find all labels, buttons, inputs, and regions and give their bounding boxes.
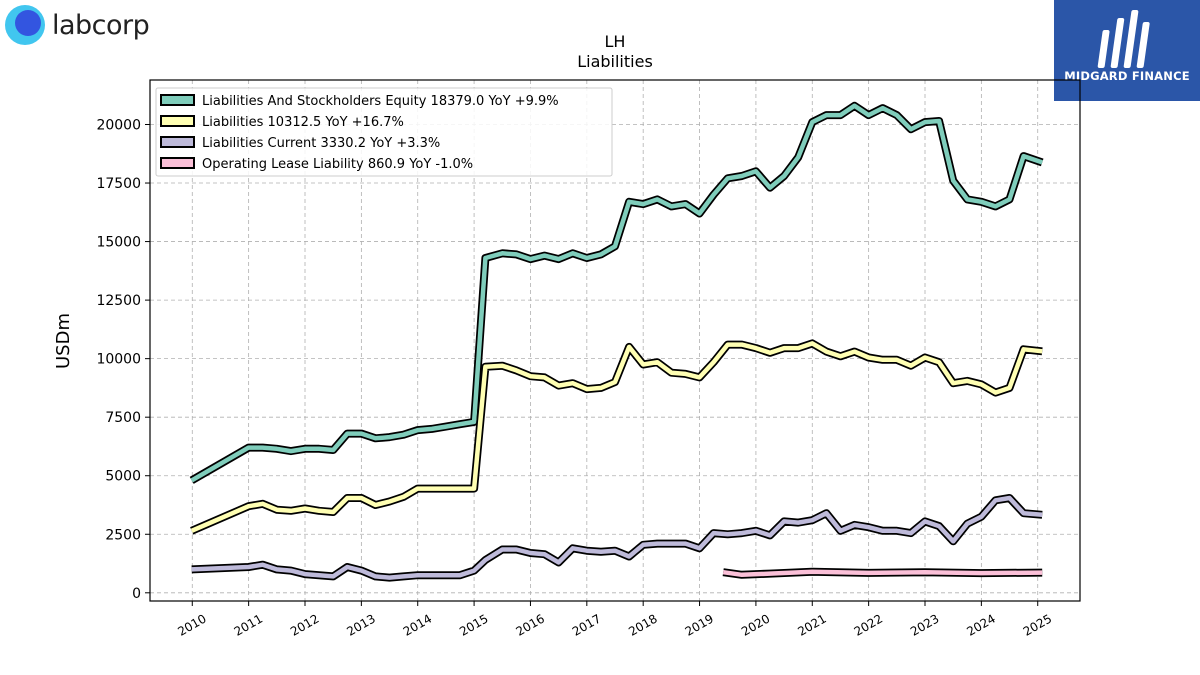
company-wordmark: labcorp: [52, 9, 150, 41]
midgard-finance-badge: MIDGARD FINANCE: [1054, 0, 1200, 101]
y-tick-label: 12500: [96, 293, 141, 309]
x-tick-label: 2012: [288, 611, 321, 638]
legend: Liabilities And Stockholders Equity 1837…: [155, 87, 613, 177]
series-line-core: [722, 569, 1043, 578]
series-line: [189, 101, 1044, 484]
x-tick-label: 2017: [570, 611, 603, 638]
x-tick-label: 2021: [795, 611, 828, 638]
x-tick-label: 2019: [683, 611, 716, 638]
series-line-core: [191, 495, 1043, 580]
series-line-core: [190, 341, 1043, 533]
x-tick-label: 2024: [964, 611, 997, 638]
series-line: [722, 567, 1043, 579]
legend-swatch: [160, 94, 195, 106]
legend-entry: Liabilities Current 3330.2 YoY +3.3%: [202, 136, 440, 151]
y-tick-label: 20000: [96, 117, 141, 133]
legend-swatch: [160, 115, 195, 127]
x-tick-label: 2023: [908, 611, 941, 638]
x-tick-label: 2011: [232, 611, 265, 638]
legend-box: [155, 87, 613, 177]
x-tick-label: 2013: [344, 611, 377, 638]
plot-frame: [149, 79, 1081, 602]
midgard-logo-icon: [1097, 10, 1150, 68]
x-tick-label: 2015: [457, 611, 490, 638]
y-axis-label: USDm: [53, 313, 74, 369]
y-tick-label: 2500: [105, 527, 141, 543]
y-tick-label: 10000: [96, 352, 141, 368]
grid-lines: [150, 80, 1080, 601]
x-tick-label: 2014: [401, 611, 434, 638]
legend-swatch: [160, 136, 195, 148]
chart-title: LH: [605, 32, 626, 51]
x-tick-label: 2020: [739, 611, 772, 638]
legend-entry: Operating Lease Liability 860.9 YoY -1.0…: [202, 157, 473, 172]
y-tick-label: 5000: [105, 469, 141, 485]
x-tick-label: 2018: [626, 611, 659, 638]
legend-entry: Liabilities 10312.5 YoY +16.7%: [202, 115, 404, 130]
series-line: [190, 339, 1043, 535]
legend-entry: Liabilities And Stockholders Equity 1837…: [202, 94, 559, 109]
y-tick-label: 17500: [96, 176, 141, 192]
legend-swatch: [160, 157, 195, 169]
chart-subtitle: Liabilities: [577, 52, 653, 71]
y-tick-label: 7500: [105, 410, 141, 426]
company-logo: labcorp: [4, 4, 150, 46]
series-line-core: [190, 103, 1043, 483]
series-line: [191, 494, 1043, 582]
series-layer: [189, 101, 1044, 582]
x-tick-label: 2025: [1021, 611, 1054, 638]
x-tick-label: 2010: [175, 611, 208, 638]
x-tick-label: 2022: [852, 611, 885, 638]
labcorp-logo-icon: [5, 5, 45, 45]
badge-name: MIDGARD FINANCE: [1064, 69, 1190, 83]
x-tick-label: 2016: [514, 611, 547, 638]
y-tick-label: 0: [132, 586, 141, 602]
y-tick-label: 15000: [96, 235, 141, 251]
